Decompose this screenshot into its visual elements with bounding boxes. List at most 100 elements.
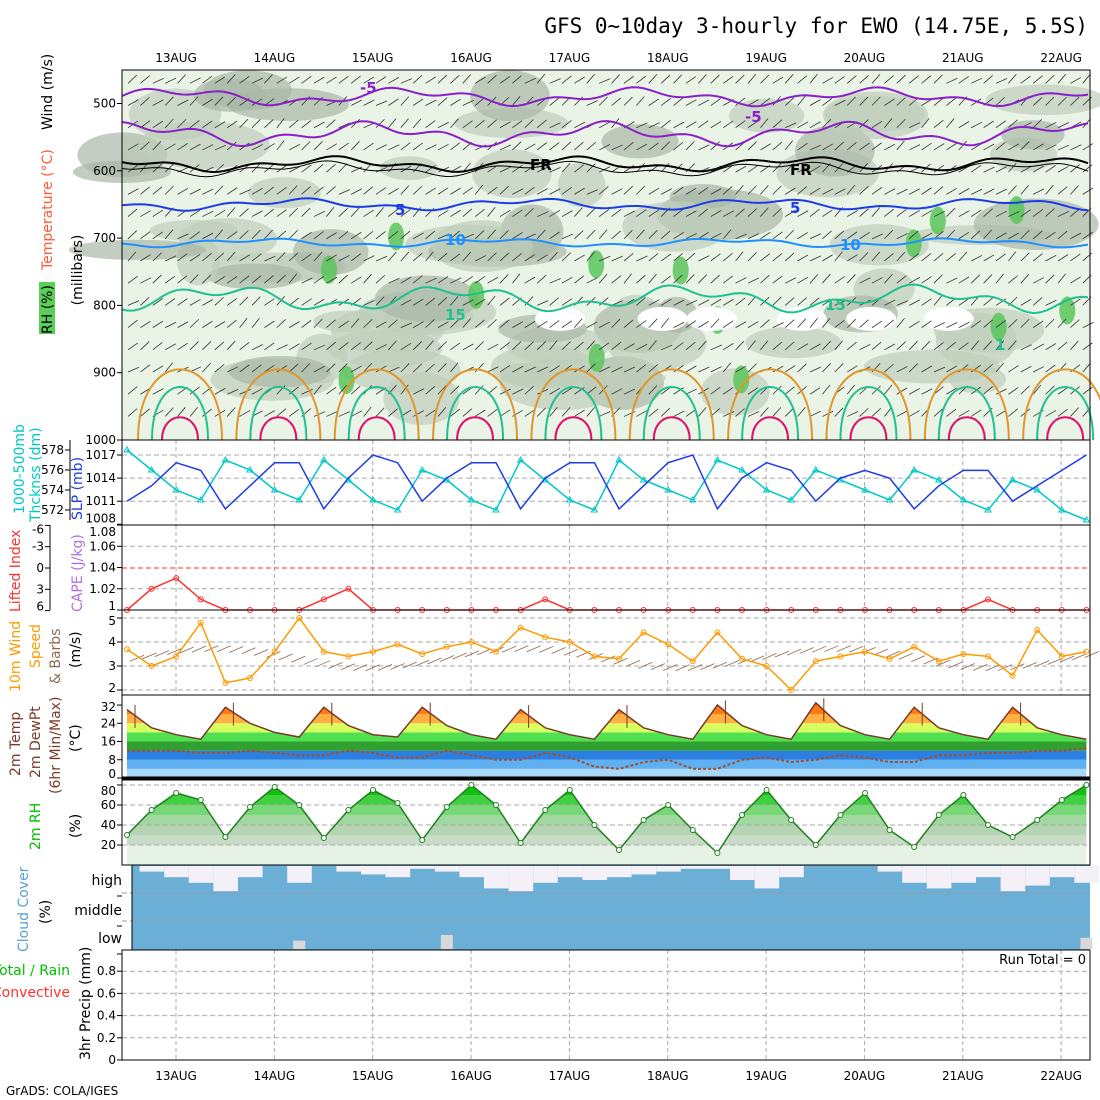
wind-speed-point bbox=[616, 655, 622, 662]
wind-barb bbox=[661, 344, 673, 351]
surface-temp-contour bbox=[947, 416, 986, 441]
wind-barb bbox=[995, 253, 1006, 262]
wind-barb bbox=[834, 76, 845, 84]
wind-barb bbox=[673, 365, 684, 373]
thickness-point bbox=[516, 456, 525, 463]
wind-barb bbox=[140, 75, 150, 84]
wind-barb bbox=[1008, 365, 1019, 373]
wind-barb bbox=[846, 341, 857, 351]
wind-barb bbox=[289, 143, 301, 151]
wind-barb bbox=[264, 410, 276, 417]
wind-barb bbox=[226, 251, 236, 262]
wind-barb bbox=[797, 232, 808, 240]
wind-barb bbox=[586, 277, 598, 284]
wind-barb bbox=[586, 207, 596, 217]
thickness-point bbox=[885, 496, 894, 503]
wind-barb bbox=[561, 141, 572, 151]
wind-barb bbox=[822, 273, 831, 284]
wind-barb bbox=[760, 274, 770, 284]
wind-barb bbox=[462, 120, 473, 129]
wind-barb bbox=[809, 121, 821, 129]
wind-barb bbox=[871, 277, 883, 284]
wind-barb bbox=[239, 389, 251, 395]
date-label-bottom: 20AUG bbox=[844, 1069, 886, 1083]
high-cloud-bar bbox=[164, 866, 189, 878]
wind-barb bbox=[909, 410, 920, 417]
wind-barb bbox=[933, 143, 945, 151]
wind-barb bbox=[859, 277, 871, 284]
wind-barb bbox=[202, 299, 214, 306]
wind-barb bbox=[983, 254, 995, 262]
surface-temp-contour bbox=[554, 416, 593, 441]
wind-barb bbox=[152, 342, 163, 351]
wind-speed-point bbox=[197, 619, 204, 626]
wind-barb bbox=[350, 141, 360, 151]
wind-barb bbox=[722, 120, 734, 129]
wind-barb bbox=[958, 121, 970, 129]
precip-tick-label: 0.6 bbox=[97, 986, 116, 1000]
wind-barb bbox=[524, 143, 536, 151]
wind-barb bbox=[797, 121, 809, 129]
wind-barb bbox=[574, 187, 585, 195]
wind-barb bbox=[760, 143, 771, 151]
wind-barb bbox=[276, 140, 285, 151]
temp-band bbox=[127, 732, 1087, 742]
wind-barb bbox=[288, 273, 297, 284]
rh-point bbox=[935, 812, 942, 818]
rh-point bbox=[689, 827, 696, 833]
wind-barb bbox=[921, 276, 932, 284]
wind-barb bbox=[1057, 73, 1066, 84]
wind-barb bbox=[127, 275, 138, 284]
wind-barb bbox=[896, 318, 905, 328]
wind-barb bbox=[1070, 96, 1080, 106]
wind-barb bbox=[450, 296, 459, 306]
surface-wind-barb bbox=[650, 663, 665, 671]
high-cloud-bar bbox=[557, 866, 583, 878]
wind-barb bbox=[710, 274, 720, 284]
wind-barb bbox=[722, 387, 734, 395]
wind-barb bbox=[164, 96, 174, 106]
wind-barb bbox=[983, 386, 994, 395]
wind-barb bbox=[884, 363, 894, 373]
wind-barb bbox=[152, 388, 164, 395]
wind-barb bbox=[772, 141, 783, 151]
thickness-point bbox=[295, 496, 304, 503]
surface-temp-contour bbox=[741, 386, 800, 441]
wind-barb bbox=[623, 319, 634, 328]
wind-barb bbox=[673, 387, 684, 395]
wind-barb bbox=[561, 233, 574, 240]
surface-temp-contour bbox=[727, 368, 814, 441]
wind-barb bbox=[722, 186, 733, 195]
surface-wind-barb bbox=[625, 660, 641, 667]
wind-barbs-label: & Barbs bbox=[48, 629, 64, 685]
wind-barb bbox=[1045, 165, 1056, 173]
date-label-bottom: 21AUG bbox=[942, 1069, 984, 1083]
wind-barb bbox=[450, 230, 460, 240]
wind-barb bbox=[958, 342, 969, 351]
wind-barb bbox=[301, 277, 313, 284]
wind-barb bbox=[884, 273, 893, 284]
wind-barb bbox=[834, 99, 846, 106]
wind-barb bbox=[524, 233, 536, 240]
wind-barb bbox=[599, 121, 610, 129]
rh-shading bbox=[313, 310, 379, 333]
wind-barb bbox=[226, 96, 237, 106]
wind-barb bbox=[983, 208, 993, 217]
wind-barb bbox=[797, 75, 808, 84]
surface-wind-barb bbox=[315, 660, 331, 668]
rh-point bbox=[222, 834, 229, 840]
surface-wind-barb bbox=[1047, 658, 1062, 665]
thickness-point bbox=[984, 506, 992, 513]
wind-barb bbox=[983, 363, 994, 373]
wind-barb bbox=[611, 188, 623, 195]
wind-barb bbox=[561, 120, 572, 129]
rh-high-patch bbox=[588, 250, 605, 279]
wind-barb bbox=[537, 188, 548, 195]
wind-barb bbox=[239, 275, 250, 284]
wind-barb bbox=[660, 162, 670, 173]
high-cloud-bar bbox=[1025, 866, 1050, 886]
wind-barb bbox=[474, 230, 485, 240]
surface-temp-contour bbox=[446, 386, 505, 441]
wind-barb bbox=[177, 342, 188, 351]
wind-barb bbox=[499, 388, 511, 395]
